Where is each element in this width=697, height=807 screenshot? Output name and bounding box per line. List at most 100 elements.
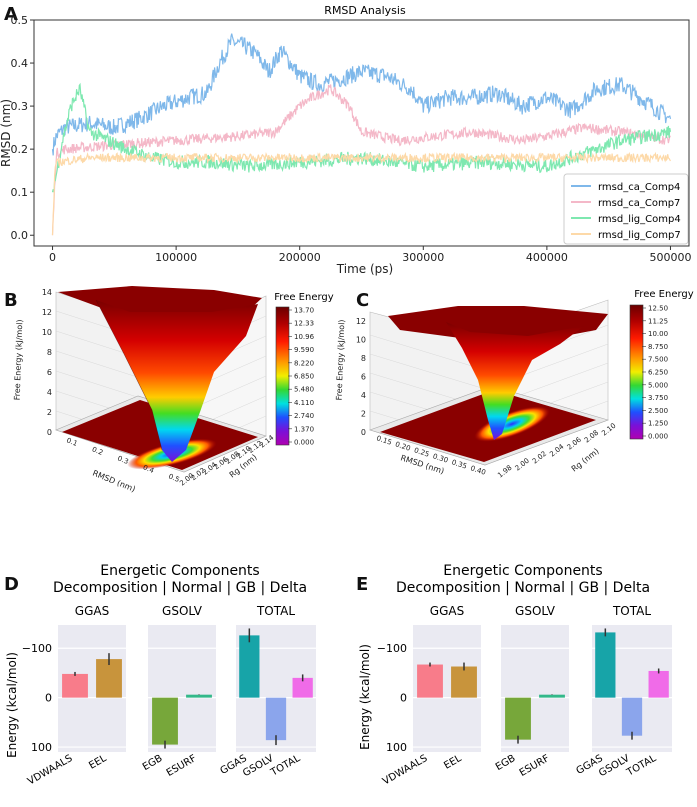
floor-tick-label: 0.2 <box>91 445 104 457</box>
bar-category-label: TOTAL <box>268 753 302 779</box>
colorbar-tick-label: 10.00 <box>648 330 668 338</box>
chart-b-floor-xticks: 0.1 0.2 0.3 0.4 0.5 <box>65 436 180 484</box>
z-tick-label: 8 <box>47 348 52 357</box>
colorbar-tick-label: 2.740 <box>294 412 314 420</box>
rmsd-series-1 <box>51 84 671 236</box>
chart-a-title: RMSD Analysis <box>324 4 406 17</box>
floor-tick-label: 0.1 <box>65 436 78 448</box>
chart-b-zlabel: Free Energy (kJ/mol) <box>13 319 25 400</box>
bar-category-label: EEL <box>442 753 464 772</box>
bar-category-label: EGB <box>141 753 165 773</box>
legend-label-lig-comp7: rmsd_lig_Comp7 <box>598 230 681 241</box>
z-tick-label: 6 <box>47 368 52 377</box>
floor-tick-label: 2.08 <box>583 429 600 445</box>
bar-y-tick-label: 100 <box>31 741 52 754</box>
colorbar-tick-label: 4.110 <box>294 399 314 407</box>
bar-category-label: GSOLV <box>597 753 631 779</box>
colorbar-tick-label: 8.750 <box>648 343 668 351</box>
bar-category-label: VDWAALS <box>381 753 430 787</box>
chart-d-bars: −100 0 100 GGAS VDWAALS EEL GSOLV EGB ESURF TOTAL… <box>22 604 316 787</box>
x-tick-label: 0 <box>49 251 56 264</box>
chart-c-zlabel: Free Energy (kJ/mol) <box>335 319 347 400</box>
colorbar-tick-label: 12.50 <box>648 305 668 313</box>
floor-tick-label: 0.35 <box>451 458 468 470</box>
floor-tick-label: 1.98 <box>496 464 513 480</box>
x-tick-label: 400000 <box>526 251 568 264</box>
y-tick-label: 0.3 <box>11 100 29 113</box>
colorbar-tick-label: 5.000 <box>648 381 668 389</box>
bar-total <box>292 677 313 698</box>
colorbar-tick-label: 6.250 <box>648 369 668 377</box>
floor-tick-label: 0.4 <box>142 463 156 475</box>
chart-d-title-line2: Decomposition | Normal | GB | Delta <box>53 580 307 596</box>
chart-a-series-group <box>51 33 672 236</box>
floor-tick-label: 0.40 <box>469 464 486 476</box>
facet-title: TOTAL <box>612 604 651 618</box>
bar-category-label: EEL <box>87 753 109 772</box>
chart-c-zticks: 0 2 4 6 8 10 12 <box>356 317 366 437</box>
panel-label-e: E <box>356 574 368 595</box>
chart-b-colorbar <box>275 306 290 446</box>
chart-a-legend: rmsd_ca_Comp4 rmsd_ca_Comp7 rmsd_lig_Com… <box>563 173 689 245</box>
z-tick-label: 12 <box>356 317 366 326</box>
bar-gsolv <box>621 697 643 736</box>
bar-category-label: ESURF <box>518 753 552 779</box>
bar-egb <box>152 697 178 745</box>
y-tick-label: 0.2 <box>11 143 29 156</box>
bar-y-tick-label: 0 <box>45 692 52 705</box>
chart-b-zticks: 0 2 4 6 8 10 12 14 <box>42 288 52 437</box>
chart-e-ylabel: Energy (kcal/mol) <box>358 644 372 750</box>
panel-label-b: B <box>4 290 18 311</box>
bar-vdwaals <box>62 673 88 698</box>
bar-ggas <box>239 635 260 698</box>
floor-tick-label: 2.10 <box>600 422 617 438</box>
bar-y-tick-label: 100 <box>386 741 407 754</box>
chart-a-xlabel: Time (ps) <box>336 262 393 276</box>
chart-d-ylabel: Energy (kcal/mol) <box>5 652 19 758</box>
floor-tick-label: 0.20 <box>394 440 411 452</box>
colorbar-tick-label: 8.220 <box>294 359 314 367</box>
rmsd-series-0 <box>51 33 672 156</box>
y-tick-label: 0.0 <box>11 229 29 242</box>
z-tick-label: 2 <box>361 410 366 419</box>
x-tick-label: 300000 <box>402 251 444 264</box>
floor-tick-label: 2.02 <box>531 450 548 466</box>
chart-c-colorbar-title: Free Energy <box>634 289 693 300</box>
z-tick-label: 2 <box>47 408 52 417</box>
facet-title: GSOLV <box>515 604 556 618</box>
colorbar-tick-label: 2.500 <box>648 407 668 415</box>
bar-eel <box>451 666 477 698</box>
legend-label-ca-comp4: rmsd_ca_Comp4 <box>598 182 680 193</box>
colorbar-tick-label: 11.25 <box>648 317 668 325</box>
panel-label-d: D <box>4 574 19 595</box>
facet-title: TOTAL <box>256 604 295 618</box>
x-tick-label: 500000 <box>649 251 691 264</box>
floor-tick-label: 0.3 <box>116 454 129 466</box>
z-tick-label: 6 <box>361 373 366 382</box>
colorbar-tick-label: 1.250 <box>648 420 668 428</box>
z-tick-label: 4 <box>47 388 52 397</box>
panel-label-c: C <box>356 290 369 311</box>
bar-category-label: GSOLV <box>241 753 275 779</box>
chart-c-ylabel: Rg (nm) <box>570 447 601 474</box>
bar-category-label: EGB <box>494 753 518 773</box>
legend-label-lig-comp4: rmsd_lig_Comp4 <box>598 214 681 225</box>
z-tick-label: 0 <box>361 428 366 437</box>
facet-title: GGAS <box>75 604 109 618</box>
colorbar-tick-label: 1.370 <box>294 425 314 433</box>
colorbar-tick-label: 13.70 <box>294 307 314 315</box>
bar-egb <box>505 697 531 740</box>
z-tick-label: 8 <box>361 354 366 363</box>
bar-total <box>648 670 669 698</box>
y-tick-label: 0.4 <box>11 57 29 70</box>
chart-b-funnel <box>96 300 258 462</box>
floor-tick-label: 2.06 <box>566 435 584 451</box>
colorbar-tick-label: 12.33 <box>294 320 314 328</box>
bar-ggas <box>595 632 616 698</box>
y-tick-label: 0.1 <box>11 186 29 199</box>
z-tick-label: 14 <box>42 288 52 297</box>
z-tick-label: 10 <box>42 328 52 337</box>
